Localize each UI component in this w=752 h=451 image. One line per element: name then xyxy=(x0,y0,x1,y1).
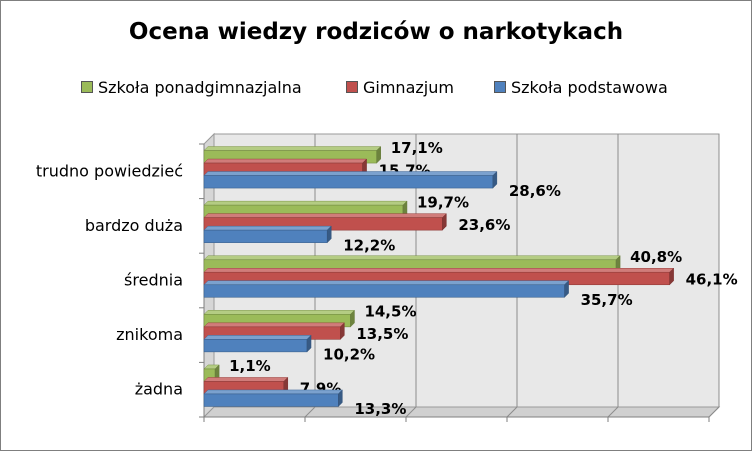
bar-2-0-side xyxy=(492,170,498,189)
legend-label-szkola-ponadgimnazjalna: Szkoła ponadgimnazjalna xyxy=(98,77,302,97)
bar-2-4 xyxy=(203,393,339,407)
category-label: znikoma xyxy=(116,325,183,344)
data-label: 14,5% xyxy=(364,303,416,321)
data-label: 10,2% xyxy=(323,346,375,364)
category-label: żadna xyxy=(135,380,183,399)
bar-0-3-side xyxy=(350,309,355,328)
legend-label-szkola-podstawowa: Szkoła podstawowa xyxy=(511,77,668,97)
floor xyxy=(202,406,721,418)
legend-item-szkola-ponadgimnazjalna: Szkoła ponadgimnazjalna xyxy=(81,77,302,97)
category-label: bardzo duża xyxy=(85,216,183,235)
bar-1-3-top xyxy=(203,322,345,328)
bar-2-2-side xyxy=(564,280,569,298)
bar-0-3-top xyxy=(203,310,356,315)
bar-2-1-side xyxy=(326,225,332,244)
data-label: 23,6% xyxy=(458,216,510,234)
bar-1-0-top xyxy=(203,158,368,164)
legend-item-szkola-podstawowa: Szkoła podstawowa xyxy=(494,77,668,97)
gridline-floor xyxy=(304,406,316,418)
legend-label-gimnazjum: Gimnazjum xyxy=(363,77,454,97)
bar-2-0-top xyxy=(203,171,498,176)
bar-0-2-top xyxy=(203,255,621,260)
gridline-floor xyxy=(607,406,619,418)
legend-swatch-gimnazjum xyxy=(346,81,358,93)
gridline-floor xyxy=(405,406,417,418)
data-label: 17,1% xyxy=(391,139,443,157)
bar-2-2 xyxy=(203,284,565,298)
data-label: 12,2% xyxy=(343,236,395,254)
bar-2-3-top xyxy=(203,335,312,340)
data-label: 13,3% xyxy=(354,400,406,418)
legend-swatch-szkola-ponadgimnazjalna xyxy=(81,81,93,93)
bar-2-0 xyxy=(203,175,494,189)
bar-2-3-side xyxy=(306,334,312,353)
bar-0-0-side xyxy=(376,145,381,164)
bar-2-4-side xyxy=(338,389,343,408)
legend: Szkoła ponadgimnazjalna Gimnazjum Szkoła… xyxy=(81,77,701,97)
legend-swatch-szkola-podstawowa xyxy=(494,81,506,93)
bar-1-4-top xyxy=(203,377,289,382)
bar-2-4-top xyxy=(203,389,343,395)
data-label: 13,5% xyxy=(356,325,408,343)
bar-1-3-side xyxy=(340,322,345,340)
data-label: 35,7% xyxy=(581,291,633,309)
bar-0-0-top xyxy=(203,146,382,151)
data-label: 28,6% xyxy=(509,182,561,200)
gridline-floor xyxy=(708,406,720,418)
gridline-floor xyxy=(506,406,518,418)
data-label: 46,1% xyxy=(686,271,738,289)
bar-2-1 xyxy=(203,229,328,243)
data-label: 40,8% xyxy=(630,248,682,266)
bar-1-1-top xyxy=(203,213,447,218)
bar-0-1-top xyxy=(203,200,408,206)
category-label: średnia xyxy=(124,271,183,290)
legend-item-gimnazjum: Gimnazjum xyxy=(346,77,454,97)
data-label: 19,7% xyxy=(417,193,469,211)
bar-2-2-top xyxy=(203,280,570,285)
bar-1-2-side xyxy=(669,267,674,286)
bar-2-3 xyxy=(203,339,308,353)
bar-1-1-side xyxy=(442,213,447,231)
bar-1-2-top xyxy=(203,268,675,273)
data-label: 1,1% xyxy=(229,357,271,375)
category-label: trudno powiedzieć xyxy=(36,161,183,180)
bar-2-1-top xyxy=(203,225,332,231)
chart-title: Ocena wiedzy rodziców o narkotykach xyxy=(128,19,624,45)
